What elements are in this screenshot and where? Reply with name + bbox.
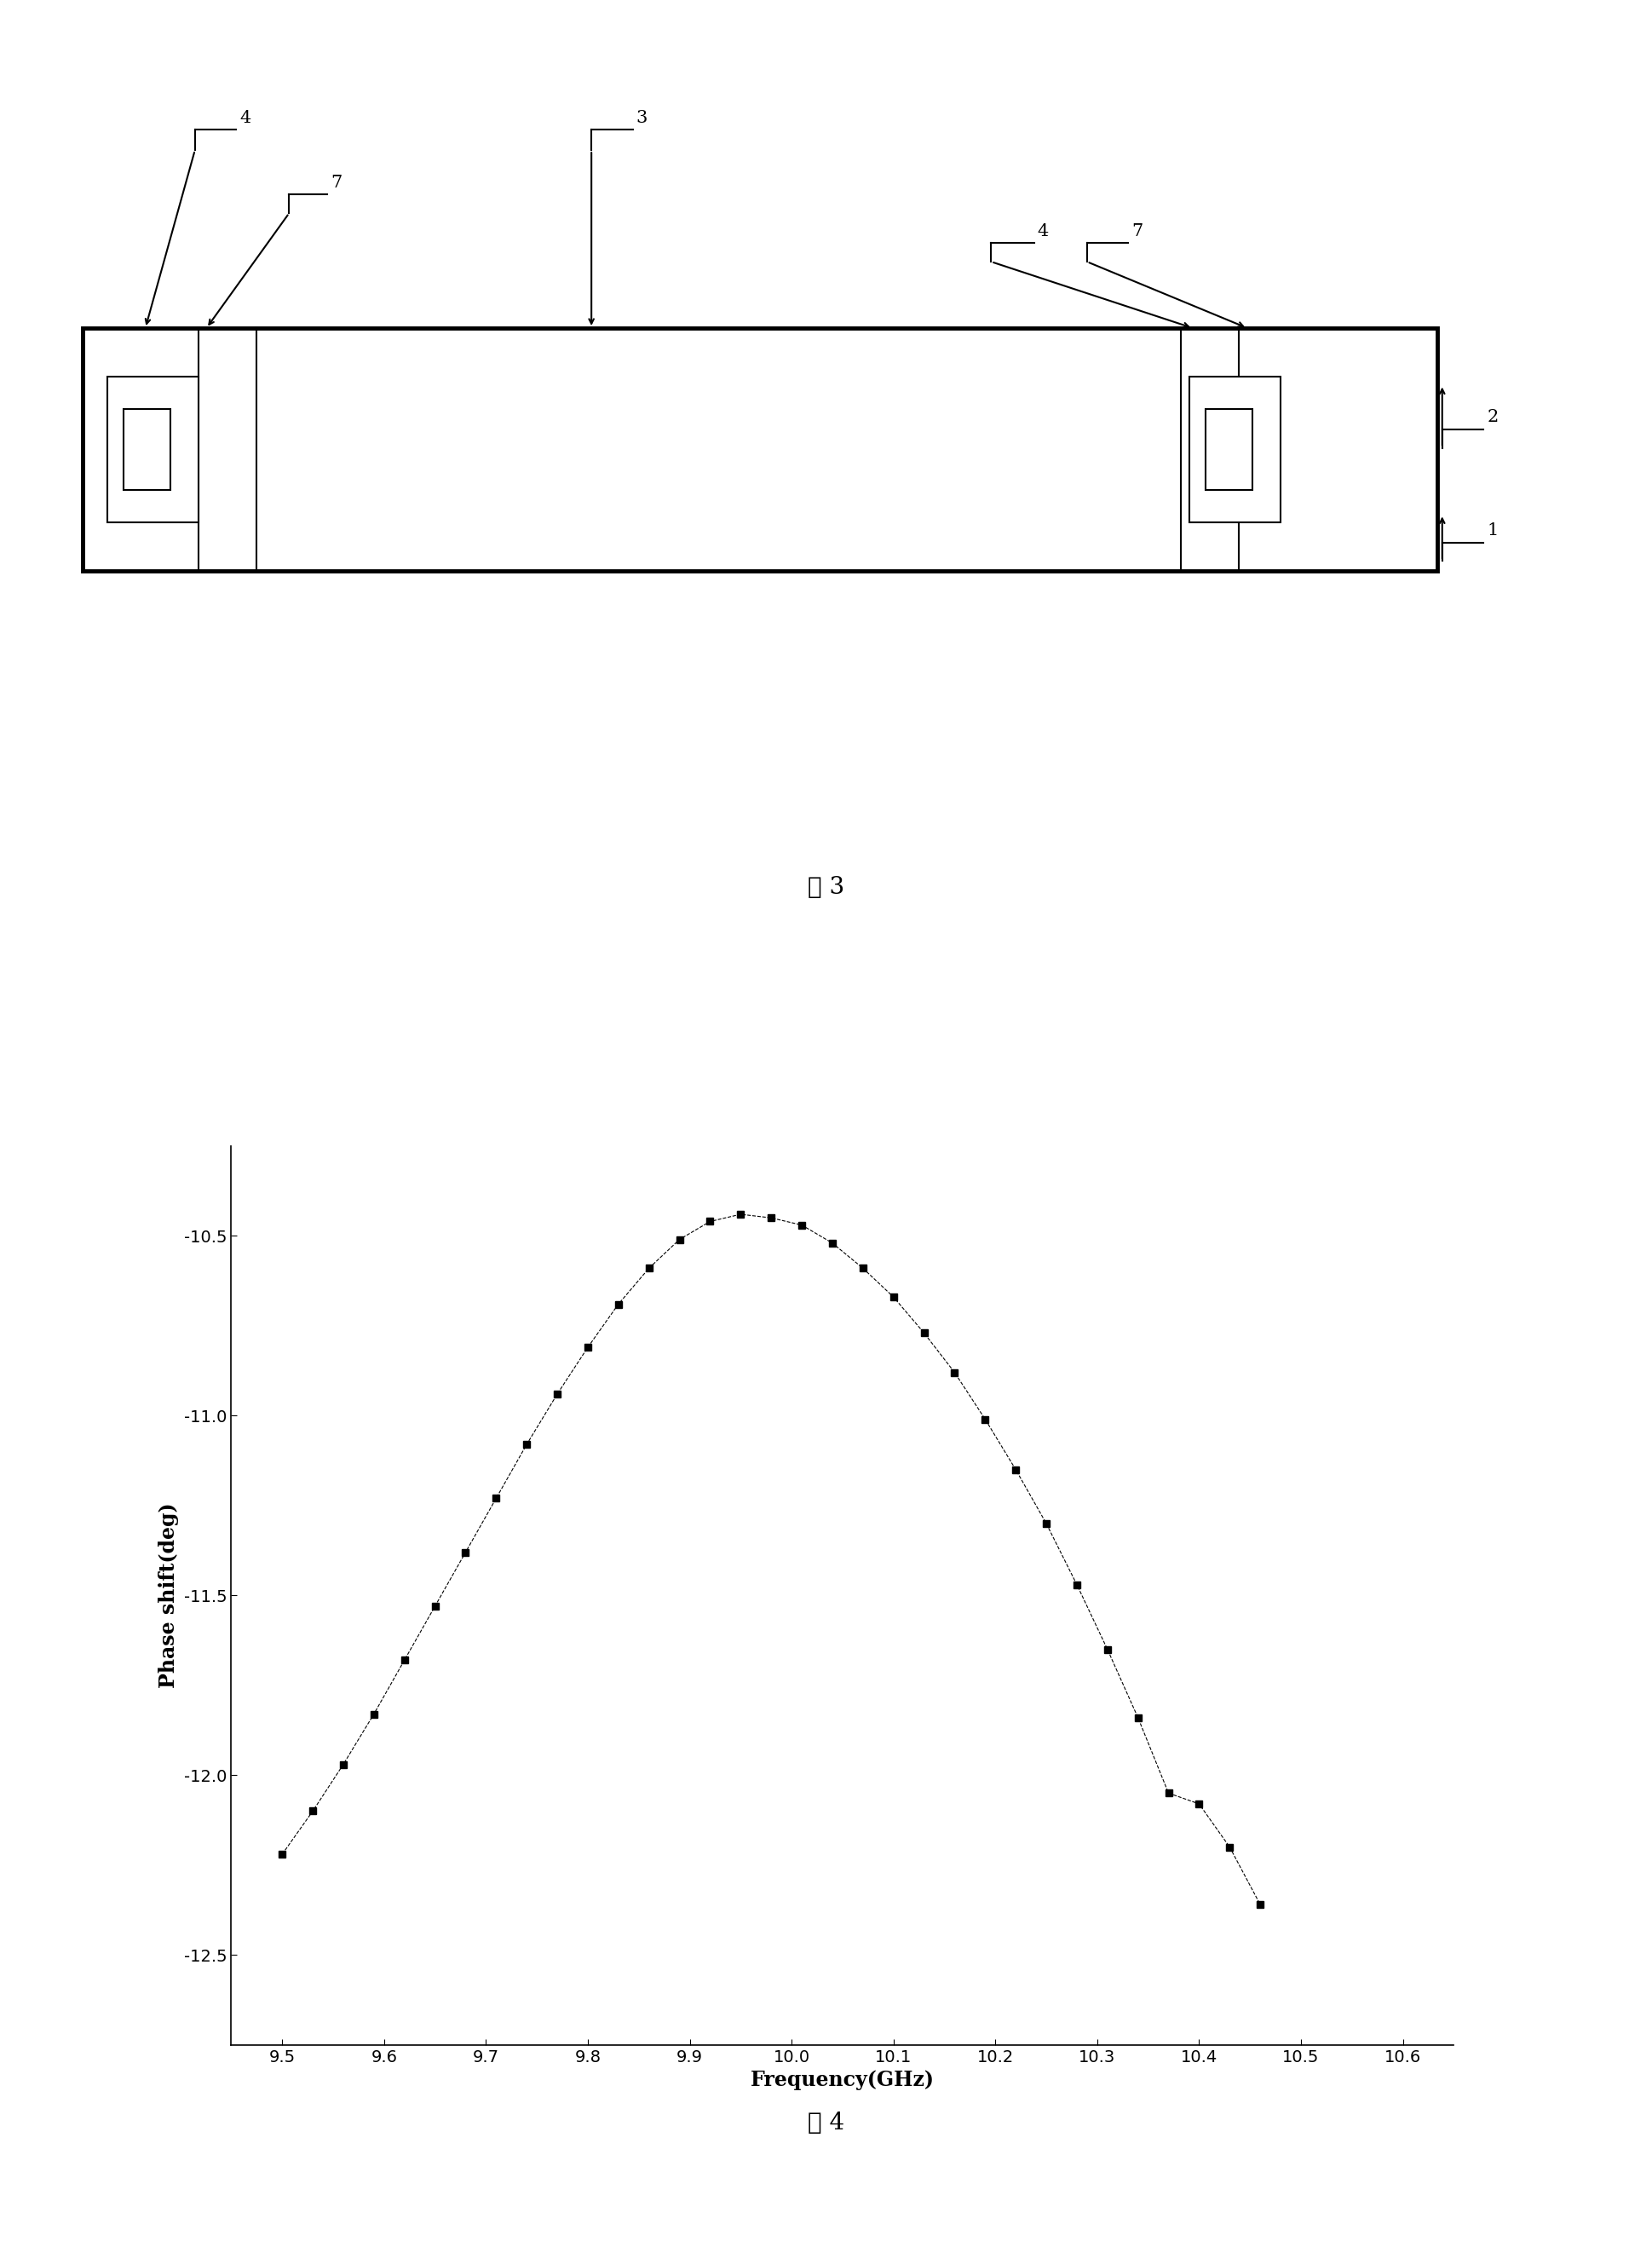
Text: 1: 1 (1487, 521, 1498, 539)
Y-axis label: Phase shift(deg): Phase shift(deg) (159, 1503, 180, 1687)
Bar (1206, 409, 1252, 490)
Text: 7: 7 (1132, 222, 1143, 238)
Text: 4: 4 (1037, 222, 1049, 238)
Text: 2: 2 (1487, 409, 1498, 425)
Bar (1189, 377, 1280, 521)
Text: 3: 3 (636, 110, 648, 126)
Bar (107, 377, 198, 521)
X-axis label: Frequency(GHz): Frequency(GHz) (750, 2069, 935, 2090)
Text: 图 3: 图 3 (808, 876, 844, 899)
Bar (83, 328, 1437, 571)
Text: 7: 7 (330, 175, 342, 191)
Bar (124, 409, 170, 490)
Text: 4: 4 (240, 110, 251, 126)
Text: 图 4: 图 4 (808, 2112, 844, 2135)
